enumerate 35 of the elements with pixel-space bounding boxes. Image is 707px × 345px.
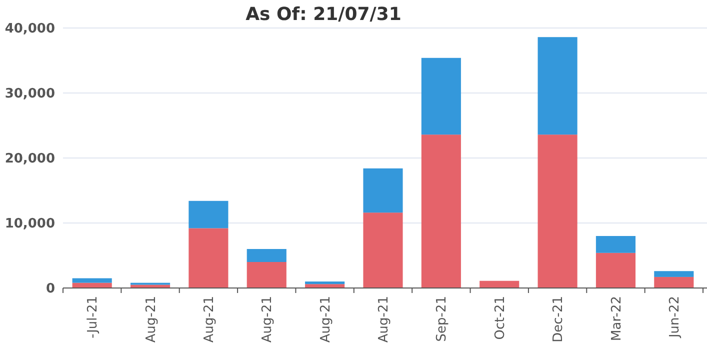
bar — [246, 262, 286, 288]
bar — [538, 37, 578, 135]
x-tick-label: -Jul-21 — [86, 296, 101, 338]
bar — [654, 271, 694, 277]
x-tick-label: Dec-21 — [551, 296, 566, 342]
bar — [654, 276, 694, 288]
bar — [363, 168, 403, 213]
x-tick-label: Aug-21 — [260, 296, 276, 343]
bar — [480, 280, 520, 288]
x-tick-label: Oct-21 — [492, 296, 508, 340]
bar — [421, 134, 461, 288]
x-tick-label: Aug-21 — [318, 296, 334, 343]
y-tick-label: 30,000 — [4, 86, 55, 102]
bar — [421, 58, 461, 135]
x-tick-label: Aug-21 — [202, 296, 218, 343]
y-tick-label: 20,000 — [4, 152, 55, 167]
x-tick-label: Aug-21 — [144, 296, 159, 343]
bar — [188, 228, 228, 288]
chart-title: As Of: 21/07/31 — [246, 4, 402, 25]
x-tick-label: Sep-21 — [434, 296, 450, 342]
y-tick-label: 40,000 — [4, 22, 55, 37]
y-tick-label: 0 — [46, 282, 55, 297]
bar — [596, 236, 636, 253]
bar — [363, 212, 403, 288]
bar — [246, 249, 286, 262]
bar — [188, 200, 228, 228]
x-tick-label: Jun-22 — [667, 296, 682, 339]
x-tick-label: Aug-21 — [376, 296, 392, 343]
bar — [596, 252, 636, 288]
bar — [538, 134, 578, 288]
bar — [72, 278, 112, 283]
y-tick-label: 10,000 — [4, 216, 55, 232]
bar — [305, 282, 345, 284]
x-tick-label: Mar-22 — [609, 296, 624, 341]
bar — [305, 284, 345, 288]
